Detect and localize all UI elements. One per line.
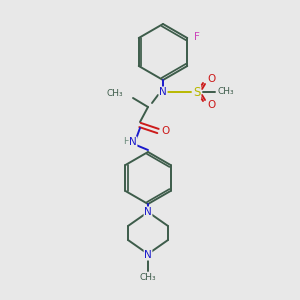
Text: F: F: [194, 32, 200, 42]
Text: N: N: [159, 87, 167, 97]
Text: N: N: [129, 137, 137, 147]
Text: O: O: [208, 100, 216, 110]
Text: H: H: [123, 136, 129, 146]
Text: CH₃: CH₃: [140, 272, 156, 281]
Text: CH₃: CH₃: [106, 88, 123, 98]
Text: N: N: [144, 207, 152, 217]
Text: O: O: [162, 126, 170, 136]
Text: CH₃: CH₃: [218, 88, 234, 97]
Text: O: O: [208, 74, 216, 84]
Text: S: S: [193, 85, 201, 98]
Text: N: N: [144, 250, 152, 260]
